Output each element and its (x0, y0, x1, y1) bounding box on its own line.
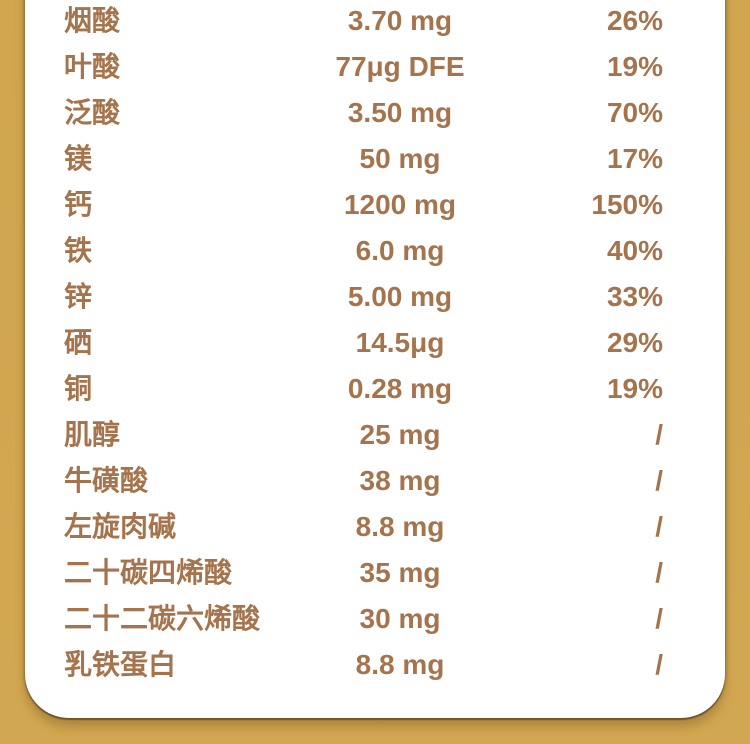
nutrient-nrv: / (655, 603, 663, 634)
table-row: 烟酸 3.70 mg 26% (25, 0, 725, 44)
nutrient-amount: 3.50 mg (347, 97, 453, 128)
nutrient-name: 铜 (64, 373, 93, 404)
nutrient-nrv: / (655, 557, 663, 588)
nutrient-nrv: / (655, 419, 663, 450)
nutrient-nrv: 29% (606, 327, 663, 358)
nutrient-name: 牛磺酸 (64, 465, 149, 496)
table-row: 铁 6.0 mg 40% (25, 228, 725, 274)
nutrient-amount: 8.8 mg (355, 649, 445, 680)
nutrient-nrv: / (655, 511, 663, 542)
nutrient-name: 硒 (64, 327, 93, 358)
table-row: 牛磺酸 38 mg / (25, 458, 725, 504)
table-row: 左旋肉碱 8.8 mg / (25, 504, 725, 550)
nutrient-nrv: 26% (606, 5, 663, 36)
nutrient-nrv: 40% (606, 235, 663, 266)
nutrient-amount: 77μg DFE (335, 51, 465, 82)
nutrient-amount: 35 mg (359, 557, 441, 588)
table-row: 泛酸 3.50 mg 70% (25, 90, 725, 136)
nutrient-amount: 5.00 mg (347, 281, 453, 312)
table-row: 乳铁蛋白 8.8 mg / (25, 642, 725, 688)
nutrient-nrv: 19% (606, 373, 663, 404)
nutrient-name: 二十二碳六烯酸 (64, 603, 261, 634)
nutrient-name: 镁 (64, 143, 93, 174)
nutrient-nrv: 70% (606, 97, 663, 128)
nutrient-amount: 8.8 mg (355, 511, 445, 542)
nutrient-nrv: 150% (591, 189, 663, 220)
nutrition-panel: 烟酸 3.70 mg 26% 叶酸 77μg DFE 19% 泛酸 3.50 m… (25, 0, 725, 718)
nutrient-name: 钙 (64, 189, 93, 220)
nutrient-name: 锌 (64, 281, 93, 312)
nutrient-amount: 6.0 mg (355, 235, 445, 266)
nutrient-name: 二十碳四烯酸 (64, 557, 233, 588)
nutrient-name: 烟酸 (64, 5, 121, 36)
nutrient-name: 肌醇 (64, 419, 121, 450)
nutrient-nrv: 19% (606, 51, 663, 82)
nutrition-table: 烟酸 3.70 mg 26% 叶酸 77μg DFE 19% 泛酸 3.50 m… (25, 0, 725, 688)
nutrient-amount: 38 mg (359, 465, 441, 496)
nutrient-nrv: 17% (606, 143, 663, 174)
table-row: 镁 50 mg 17% (25, 136, 725, 182)
table-row: 硒 14.5μg 29% (25, 320, 725, 366)
nutrient-name: 左旋肉碱 (64, 511, 177, 542)
table-row: 肌醇 25 mg / (25, 412, 725, 458)
nutrient-amount: 25 mg (359, 419, 441, 450)
table-row: 二十二碳六烯酸 30 mg / (25, 596, 725, 642)
nutrient-name: 叶酸 (64, 51, 121, 82)
table-row: 锌 5.00 mg 33% (25, 274, 725, 320)
nutrient-amount: 14.5μg (355, 327, 445, 358)
nutrient-amount: 1200 mg (343, 189, 457, 220)
nutrient-name: 泛酸 (64, 97, 121, 128)
nutrient-nrv: / (655, 649, 663, 680)
nutrient-name: 乳铁蛋白 (64, 649, 177, 680)
nutrient-nrv: / (655, 465, 663, 496)
nutrient-amount: 30 mg (359, 603, 441, 634)
table-row: 铜 0.28 mg 19% (25, 366, 725, 412)
nutrient-amount: 50 mg (359, 143, 441, 174)
table-row: 钙 1200 mg 150% (25, 182, 725, 228)
nutrient-nrv: 33% (606, 281, 663, 312)
table-row: 二十碳四烯酸 35 mg / (25, 550, 725, 596)
nutrient-amount: 0.28 mg (347, 373, 453, 404)
table-row: 叶酸 77μg DFE 19% (25, 44, 725, 90)
nutrient-name: 铁 (64, 235, 93, 266)
nutrient-amount: 3.70 mg (347, 5, 453, 36)
